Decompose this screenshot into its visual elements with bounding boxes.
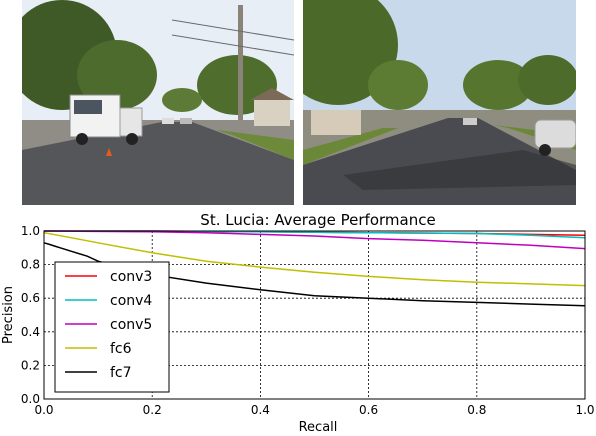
car: [162, 118, 174, 124]
truck-body: [119, 107, 143, 137]
car: [180, 118, 192, 124]
x-tick-label: 0.0: [34, 403, 53, 417]
house: [254, 100, 290, 126]
tree: [162, 88, 202, 112]
tree: [518, 55, 576, 105]
house-roof: [250, 88, 294, 100]
x-axis-label: Recall: [299, 420, 338, 435]
grass-verge: [217, 130, 294, 160]
utility-pole: [238, 5, 243, 130]
power-line: [171, 19, 294, 41]
traffic-cone: [106, 148, 112, 156]
y-tick-label: 0.6: [21, 291, 40, 305]
legend-label-fc6: fc6: [110, 341, 132, 357]
car-wheel: [539, 144, 551, 156]
tree: [463, 60, 533, 110]
y-tick-label: 0.4: [21, 325, 40, 339]
y-tick-label: 0.0: [21, 392, 40, 406]
legend-label-conv3: conv3: [110, 269, 152, 285]
chart-title: St. Lucia: Average Performance: [200, 211, 435, 229]
power-line: [171, 34, 294, 56]
legend-label-conv5: conv5: [110, 317, 152, 333]
y-axis-label: Precision: [1, 286, 16, 344]
car: [463, 118, 477, 125]
road-shadow: [343, 150, 576, 190]
truck-wheel: [126, 133, 138, 145]
precision-recall-chart: St. Lucia: Average Performance 0.0 0.2 0.4…: [1, 211, 595, 435]
truck-wheel: [76, 133, 88, 145]
x-tick-label: 0.6: [359, 403, 378, 417]
legend-box: [54, 261, 170, 393]
axis-ticks: 0.0 0.2 0.4 0.6 0.8 1.0 0.0 0.2 0.4 0.6 0.8 1.0: [21, 224, 595, 417]
legend: conv3 conv4 conv5 fc6 fc7: [54, 261, 170, 393]
street-photo-left: [22, 0, 294, 205]
plot-frame: [43, 230, 586, 400]
legend-label-conv4: conv4: [110, 293, 152, 309]
legend-label-fc7: fc7: [110, 365, 132, 381]
house: [311, 110, 361, 135]
y-tick-label: 0.8: [21, 258, 40, 272]
series-line-fc6: [43, 231, 586, 287]
x-tick-label: 0.2: [143, 403, 162, 417]
parked-car: [534, 119, 576, 149]
street-photo-right: [303, 0, 576, 205]
grass-verge: [303, 128, 398, 165]
x-tick-label: 0.8: [467, 403, 486, 417]
tree: [368, 60, 428, 110]
truck-windshield: [74, 100, 102, 114]
x-tick-label: 1.0: [575, 403, 594, 417]
x-tick-label: 0.4: [251, 403, 270, 417]
tree: [77, 40, 157, 110]
y-tick-label: 0.2: [21, 358, 40, 372]
road: [22, 122, 294, 205]
series-line-conv5: [43, 230, 586, 250]
y-tick-label: 1.0: [21, 224, 40, 238]
